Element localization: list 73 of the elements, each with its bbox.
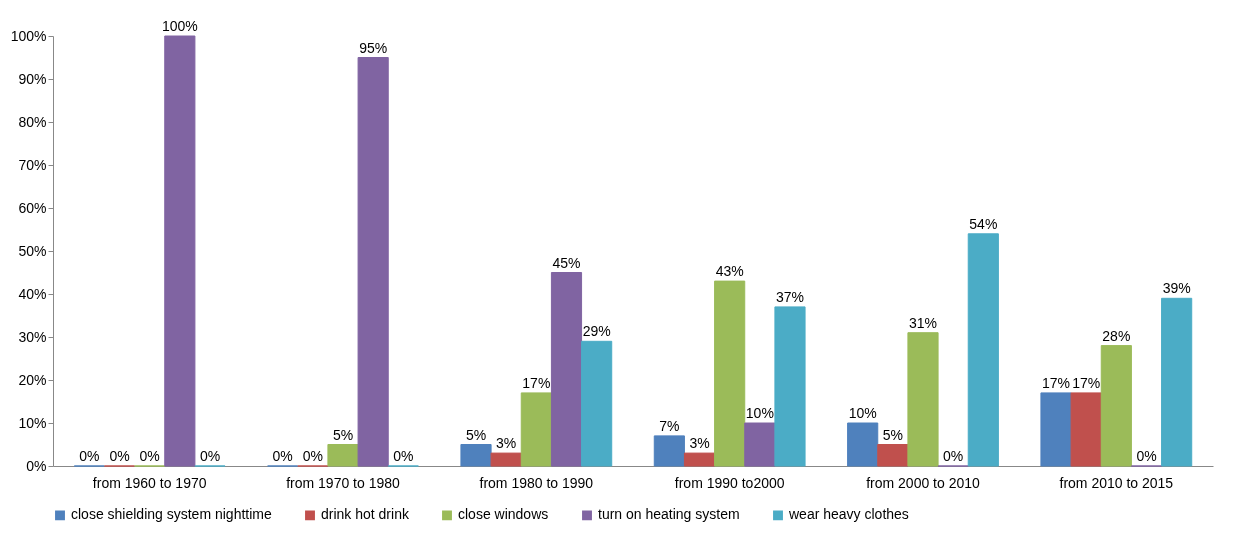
bar xyxy=(1100,345,1132,467)
data-label: 17% xyxy=(522,374,551,391)
bar xyxy=(164,35,196,467)
y-tick-label: 20% xyxy=(18,371,47,388)
bar xyxy=(907,332,939,467)
y-tick-label: 90% xyxy=(18,70,47,87)
data-label: 3% xyxy=(689,435,710,452)
data-label: 31% xyxy=(908,314,938,331)
bar xyxy=(520,392,552,467)
x-tick-label: from 2000 to 2010 xyxy=(866,474,981,491)
data-label: 100% xyxy=(161,18,198,34)
data-label: 17% xyxy=(1042,374,1071,391)
data-label: 0% xyxy=(199,448,221,464)
x-tick-label: from 1980 to 1990 xyxy=(479,474,594,491)
y-tick-label: 60% xyxy=(18,199,47,216)
legend-label: close windows xyxy=(458,506,549,523)
legend-label: drink hot drink xyxy=(321,506,410,523)
data-label: 3% xyxy=(496,435,517,452)
bar xyxy=(744,422,776,467)
data-label: 10% xyxy=(848,405,877,421)
data-label: 0% xyxy=(943,448,964,464)
bar xyxy=(460,444,492,467)
x-tick-label: from 2010 to 2015 xyxy=(1059,474,1174,491)
bar xyxy=(327,444,359,467)
data-label: 0% xyxy=(302,448,323,464)
bar xyxy=(653,435,685,467)
data-label: 28% xyxy=(1102,327,1131,344)
y-tick-label: 100% xyxy=(10,27,47,44)
y-tick-label: 10% xyxy=(18,414,47,431)
data-label: 5% xyxy=(332,426,354,443)
bar xyxy=(581,340,613,467)
data-label: 37% xyxy=(775,288,804,305)
y-tick-label: 40% xyxy=(18,285,47,302)
data-label: 0% xyxy=(272,448,293,464)
data-label: 29% xyxy=(582,323,611,340)
data-label: 0% xyxy=(139,448,160,464)
data-label: 54% xyxy=(969,215,998,232)
data-label: 0% xyxy=(1136,448,1157,464)
bar xyxy=(774,306,806,467)
y-tick-label: 0% xyxy=(26,457,47,474)
data-label: 0% xyxy=(393,448,414,464)
x-tick-label: from 1960 to 1970 xyxy=(92,474,207,491)
x-tick-label: from 1970 to 1980 xyxy=(286,474,401,491)
bar xyxy=(1161,297,1193,467)
bar xyxy=(877,444,909,467)
data-label: 5% xyxy=(882,426,903,443)
data-label: 17% xyxy=(1072,374,1101,391)
data-label: 0% xyxy=(109,448,130,464)
data-label: 45% xyxy=(552,254,581,271)
bar xyxy=(714,280,746,467)
y-tick-label: 50% xyxy=(18,242,47,259)
data-label: 39% xyxy=(1162,280,1191,297)
x-tick-label: from 1990 to2000 xyxy=(674,474,785,491)
legend-label: wear heavy clothes xyxy=(788,506,909,523)
data-label: 10% xyxy=(745,405,774,421)
data-label: 5% xyxy=(465,426,487,443)
data-label: 0% xyxy=(79,448,100,464)
bar xyxy=(683,452,716,467)
bar xyxy=(490,452,522,467)
data-label: 43% xyxy=(715,263,744,280)
y-tick-label: 70% xyxy=(18,156,47,173)
data-label: 95% xyxy=(359,39,388,56)
legend-label: close shielding system nighttime xyxy=(71,506,272,523)
bar xyxy=(357,57,389,467)
bar xyxy=(550,272,583,467)
data-label: 7% xyxy=(659,417,680,434)
bar xyxy=(847,422,879,467)
bar xyxy=(967,233,999,467)
y-tick-label: 30% xyxy=(18,328,47,345)
legend-label: turn on heating system xyxy=(598,506,740,523)
y-tick-label: 80% xyxy=(18,113,47,130)
bar xyxy=(1070,392,1102,467)
bar xyxy=(1040,392,1072,467)
